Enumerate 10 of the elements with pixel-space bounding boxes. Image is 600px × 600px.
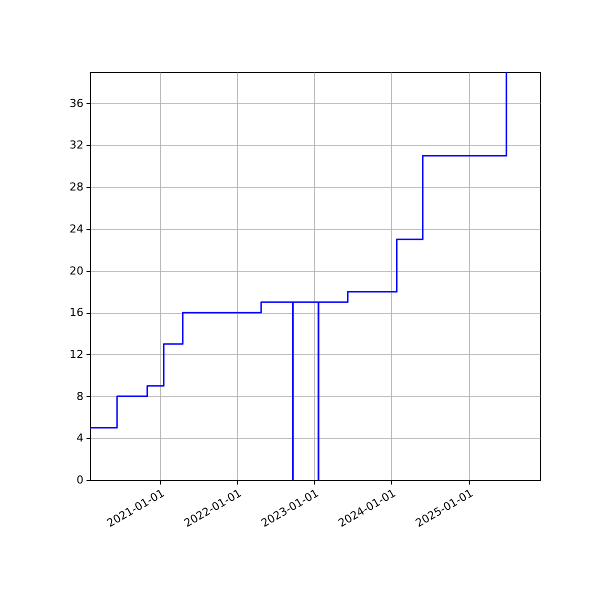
y-tick-label: 4 [76,432,84,445]
y-tick-label: 8 [76,390,84,403]
y-tick-label: 16 [70,306,84,320]
y-tick-label: 24 [70,222,84,236]
y-tick-label: 20 [70,264,84,278]
y-tick-label: 12 [70,348,84,361]
y-tick-label: 32 [70,138,84,152]
y-tick-label: 0 [76,474,84,486]
y-tick-label: 28 [70,180,84,194]
y-tick-label: 36 [70,96,84,110]
